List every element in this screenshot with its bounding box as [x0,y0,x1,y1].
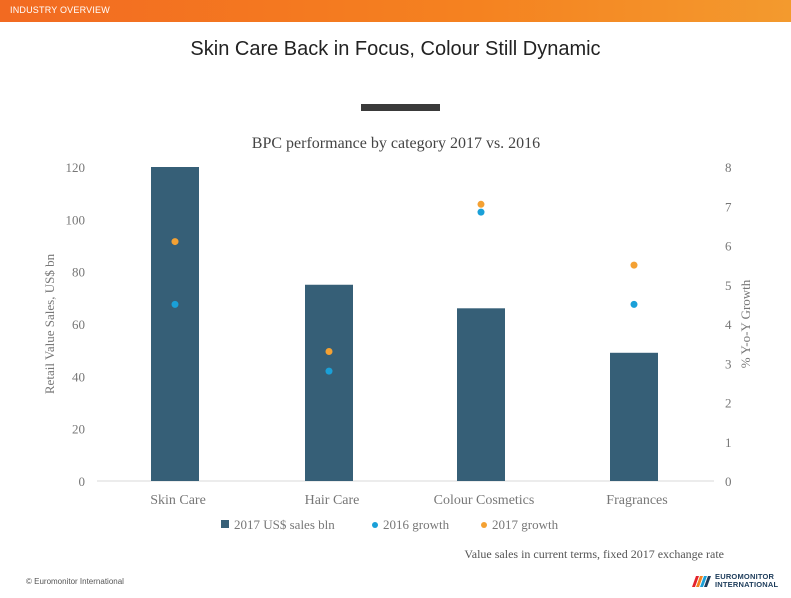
y-tick-label: 80 [72,265,85,280]
legend-label-2016: 2016 growth [383,517,450,532]
growth-2017-point [477,200,485,208]
y-axis-title: Retail Value Sales, US$ bn [42,253,57,394]
chart-note: Value sales in current terms, fixed 2017… [464,547,724,561]
y2-tick-label: 4 [725,317,732,332]
category-label: Colour Cosmetics [434,493,535,508]
y2-tick-label: 2 [725,396,732,411]
growth-2016-point [477,208,485,216]
top-banner: INDUSTRY OVERVIEW [0,0,791,22]
title-rule [361,104,440,111]
logo-text-line2: INTERNATIONAL [715,580,779,589]
y2-tick-label: 6 [725,239,732,254]
bar [305,284,353,481]
y2-axis-title: % Y-o-Y Growth [738,279,753,368]
bar [151,167,199,481]
growth-2017-point [630,261,638,269]
category-label: Hair Care [305,493,360,508]
section-label: INDUSTRY OVERVIEW [10,5,110,15]
growth-2017-point [325,347,333,355]
y-tick-label: 60 [72,317,85,332]
chart: BPC performance by category 2017 vs. 201… [42,135,753,561]
y-tick-label: 120 [66,160,86,175]
y-tick-label: 20 [72,422,85,437]
growth-2016-point [171,300,179,308]
legend-swatch-sales [221,520,229,528]
chart-title: BPC performance by category 2017 vs. 201… [252,135,540,152]
footer-copyright: © Euromonitor International [26,577,124,586]
y-tick-label: 100 [66,212,86,227]
slide-title: Skin Care Back in Focus, Colour Still Dy… [190,38,601,60]
euromonitor-logo: EUROMONITOR INTERNATIONAL [692,572,788,592]
legend-marker-2017 [481,522,487,528]
logo-text: EUROMONITOR INTERNATIONAL [715,573,778,589]
y2-tick-label: 7 [725,199,732,214]
legend-label-sales: 2017 US$ sales bln [234,517,335,532]
y-tick-label: 40 [72,369,85,384]
logo-mark-icon [692,576,711,587]
y2-tick-label: 3 [725,356,732,371]
y2-tick-label: 5 [725,278,732,293]
logo-text-line1: EUROMONITOR [715,572,775,581]
bar [610,352,658,481]
category-label: Fragrances [606,493,667,508]
growth-2016-point [325,367,333,375]
y2-tick-label: 1 [725,435,732,450]
y2-tick-label: 0 [725,474,732,489]
legend-label-2017: 2017 growth [492,517,559,532]
y-tick-label: 0 [79,474,86,489]
category-label: Skin Care [150,493,206,508]
y2-tick-label: 8 [725,160,732,175]
bar [457,308,505,481]
legend-marker-2016 [372,522,378,528]
growth-2017-point [171,238,179,246]
growth-2016-point [630,300,638,308]
